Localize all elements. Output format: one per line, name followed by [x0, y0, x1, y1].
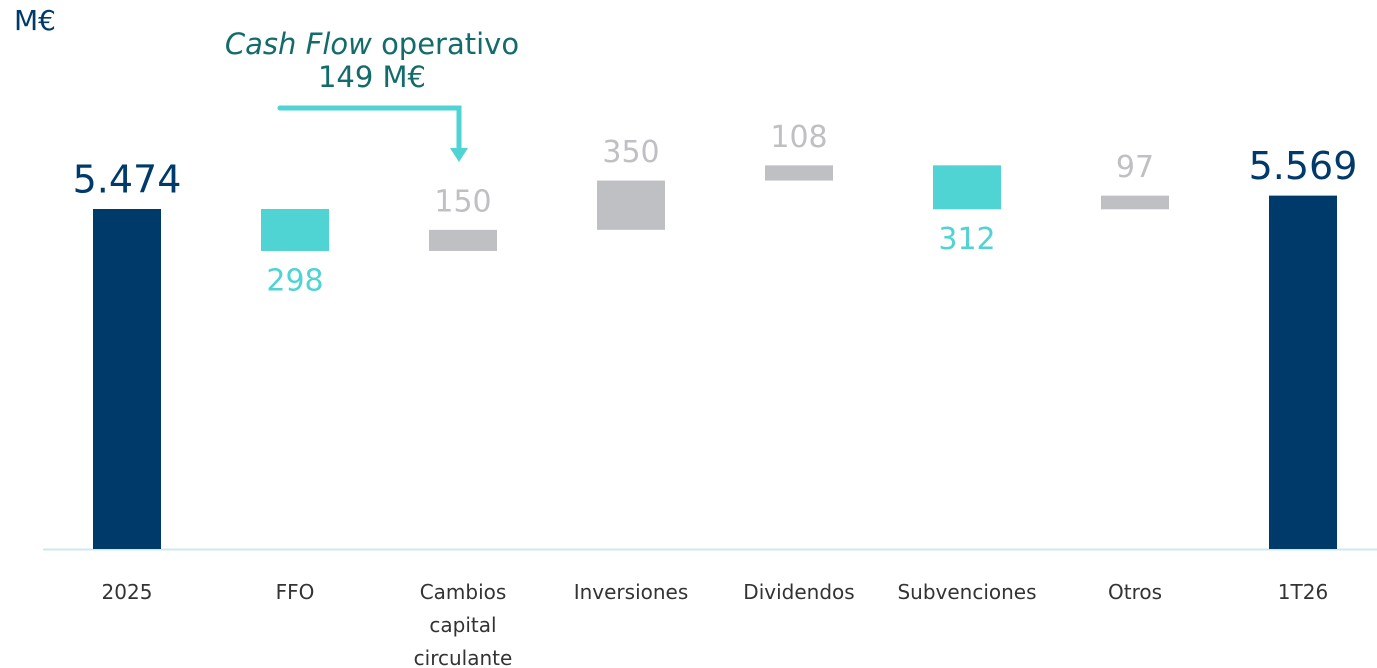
- annotation-title: Cash Flow operativo: [225, 27, 519, 61]
- x-tick-label: Dividendos: [743, 580, 855, 604]
- x-tick-label: FFO: [275, 580, 315, 604]
- bar: [933, 165, 1001, 210]
- value-label: 298: [266, 263, 323, 298]
- x-tick-label: 2025: [101, 580, 153, 604]
- x-tick-label: 1T26: [1277, 580, 1329, 604]
- bar: [429, 229, 497, 251]
- unit-label: M€: [14, 4, 56, 37]
- bar: [1101, 195, 1169, 210]
- annotation-text: operativo: [381, 27, 519, 61]
- bar: [261, 209, 329, 251]
- value-label: 350: [602, 135, 659, 170]
- x-tick-label: Subvenciones: [897, 580, 1037, 604]
- x-tick-label: Inversiones: [573, 580, 689, 604]
- annotation-italic: Cash Flow: [225, 27, 372, 61]
- value-label: 5.474: [73, 158, 182, 202]
- arrow-head: [450, 148, 468, 162]
- value-label: 5.569: [1249, 144, 1358, 188]
- x-tick-label: Otros: [1107, 580, 1163, 604]
- bar: [1269, 195, 1337, 549]
- value-label: 150: [434, 184, 491, 219]
- value-label: 108: [770, 120, 827, 155]
- bar: [765, 165, 833, 181]
- value-label: 312: [938, 222, 995, 257]
- annotation-arrow: [277, 105, 462, 155]
- bar: [597, 180, 665, 230]
- bar: [93, 209, 161, 549]
- value-label: 97: [1116, 150, 1154, 185]
- x-tick-label: Cambios capital circulante: [413, 580, 513, 668]
- annotation-value: 149 M€: [318, 60, 426, 94]
